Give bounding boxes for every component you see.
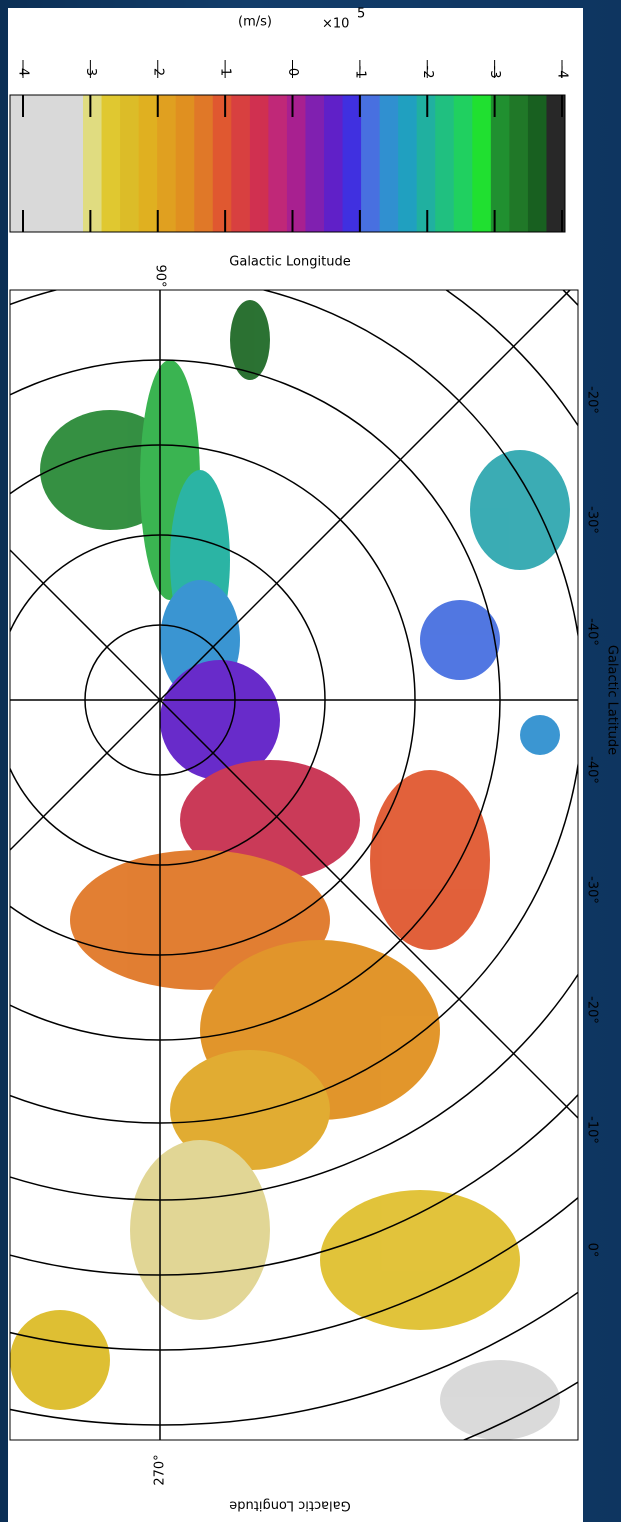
colorbar-tick-label: 1 (218, 68, 233, 76)
colorbar-segment (490, 95, 510, 232)
latitude-label: -30° (585, 876, 600, 904)
colorbar-segment (379, 95, 399, 232)
colorbar-segment (157, 95, 177, 232)
exponent: 5 (357, 7, 365, 22)
latitude-label: -40° (585, 756, 600, 784)
bottom-label: 270° (153, 1454, 168, 1485)
latitude-label: -10° (585, 1116, 600, 1144)
colorbar-segment (268, 95, 288, 232)
colorbar-segment (398, 95, 418, 232)
colorbar-tick-label: 4 (16, 68, 31, 76)
latitude-label: -20° (585, 996, 600, 1024)
top-label: 90° (153, 264, 168, 287)
colorbar-segment (249, 95, 269, 232)
latitude-label: 0° (585, 1243, 600, 1258)
colorbar-segment (324, 95, 344, 232)
colorbar-segment (138, 95, 158, 232)
colorbar-segment (305, 95, 325, 232)
colorbar-frame (9, 94, 566, 233)
colorbar-segment (509, 95, 529, 232)
latitude-label: -30° (585, 506, 600, 534)
colorbar-tick-label: 0 (285, 68, 300, 76)
latitude-label: -40° (585, 618, 600, 646)
colorbar-tick-label: -1 (352, 66, 367, 79)
colorbar-segment (416, 95, 436, 232)
colorbar-segment (435, 95, 455, 232)
colorbar-segment (361, 95, 381, 232)
colorbar-segment (10, 95, 83, 232)
colorbar-segment (231, 95, 251, 232)
colorbar-segment (212, 95, 232, 232)
colorbar-segment (101, 95, 121, 232)
bottom-axis-label: Galactic Longitude (229, 1498, 350, 1513)
colorbar-segment (83, 95, 103, 232)
right-axis-label: Galactic Latitude (605, 645, 620, 755)
colorbar-tick-label: -2 (420, 66, 435, 79)
map-frame (9, 289, 579, 1441)
colorbar-segment (472, 95, 492, 232)
colorbar-segment (342, 95, 362, 232)
colorbar-segment (286, 95, 306, 232)
colorbar: 4 3 2 1 0 -1 -2 -3 -4 (9, 60, 570, 233)
colorbar-segment (194, 95, 214, 232)
latitude-label: -20° (585, 386, 600, 414)
colorbar-tick-label: 3 (83, 68, 98, 76)
velocity-blobs (10, 300, 570, 1440)
unit: (m/s) (238, 15, 272, 30)
colorbar-segment (546, 95, 566, 232)
colorbar-tick-label: -3 (487, 66, 502, 79)
top-axis-label: Galactic Longitude (229, 255, 350, 270)
latitude-labels: -20° -30° -40° -40° -30° -20° -10° 0° (585, 386, 600, 1257)
colorbar-segment (120, 95, 140, 232)
colorbar-segment (453, 95, 473, 232)
colorbar-segment (175, 95, 195, 232)
colorbar-tick-label: 2 (150, 68, 165, 76)
colorbar-tick-label: -4 (555, 66, 570, 79)
multiplier: ×10 (322, 17, 349, 32)
colorbar-segment (527, 95, 547, 232)
